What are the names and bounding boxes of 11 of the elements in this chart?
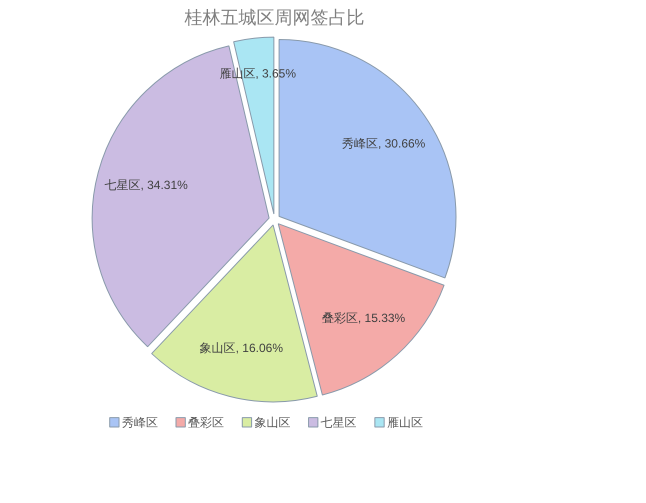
legend-label: 雁山区 [386,415,423,430]
legend-label: 秀峰区 [122,415,158,430]
legend-label: 象山区 [254,415,290,430]
legend-label: 叠彩区 [188,415,224,430]
data-label: 象山区, 16.06% [200,341,284,356]
data-label: 叠彩区, 15.33% [322,311,406,326]
legend-label: 七星区 [320,415,357,430]
chart-title: 桂林五城区周网签占比 [184,8,364,28]
data-label: 雁山区, 3.65% [219,66,296,81]
data-label: 七星区, 34.31% [104,178,188,192]
data-label: 秀峰区, 30.66% [342,136,426,151]
